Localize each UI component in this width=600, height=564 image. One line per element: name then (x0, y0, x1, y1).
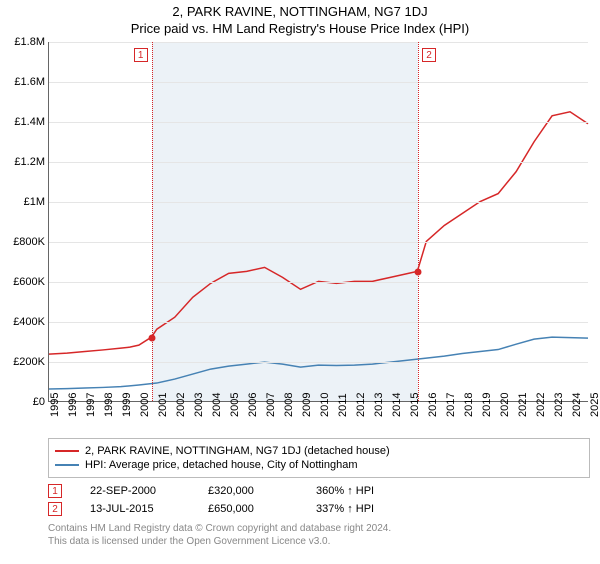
x-axis-label: 2005 (229, 393, 241, 417)
x-axis-label: 2003 (193, 393, 205, 417)
x-axis-label: 1995 (49, 393, 61, 417)
gridline (49, 202, 588, 203)
x-axis-label: 2008 (283, 393, 295, 417)
legend-item: HPI: Average price, detached house, City… (55, 459, 583, 471)
x-axis-label: 2001 (157, 393, 169, 417)
sale-row-marker: 1 (48, 484, 62, 498)
legend-item: 2, PARK RAVINE, NOTTINGHAM, NG7 1DJ (det… (55, 445, 583, 457)
x-axis-label: 1998 (103, 393, 115, 417)
x-axis-label: 2016 (427, 393, 439, 417)
y-axis-label: £600K (1, 276, 45, 288)
chart-footer: 2, PARK RAVINE, NOTTINGHAM, NG7 1DJ (det… (48, 438, 590, 548)
chart-lines-svg (49, 42, 588, 401)
attribution: Contains HM Land Registry data © Crown c… (48, 522, 590, 548)
x-axis-label: 2009 (301, 393, 313, 417)
attribution-line: This data is licensed under the Open Gov… (48, 535, 590, 548)
x-axis-label: 1997 (85, 393, 97, 417)
x-axis-label: 2004 (211, 393, 223, 417)
x-axis-label: 2023 (553, 393, 565, 417)
x-axis-label: 2024 (571, 393, 583, 417)
sale-date: 13-JUL-2015 (90, 503, 180, 515)
sale-row-marker: 2 (48, 502, 62, 516)
y-axis-label: £1.8M (1, 36, 45, 48)
sale-row: 1 22-SEP-2000 £320,000 360% ↑ HPI (48, 484, 590, 498)
chart-plot-area: £0£200K£400K£600K£800K£1M£1.2M£1.4M£1.6M… (48, 42, 588, 402)
sale-vertical-line (152, 42, 153, 401)
legend-swatch (55, 464, 79, 466)
y-axis-label: £0 (1, 396, 45, 408)
gridline (49, 82, 588, 83)
chart-title: 2, PARK RAVINE, NOTTINGHAM, NG7 1DJ (0, 4, 600, 19)
x-axis-label: 2007 (265, 393, 277, 417)
sale-marker-box: 2 (422, 48, 436, 62)
gridline (49, 242, 588, 243)
sale-pct: 360% ↑ HPI (316, 485, 374, 497)
gridline (49, 162, 588, 163)
x-axis-label: 2020 (499, 393, 511, 417)
series-line (49, 112, 588, 354)
sale-marker-box: 1 (134, 48, 148, 62)
x-axis-label: 2017 (445, 393, 457, 417)
sale-vertical-line (418, 42, 419, 401)
y-axis-label: £200K (1, 356, 45, 368)
sale-point (415, 269, 422, 276)
x-axis-label: 2010 (319, 393, 331, 417)
gridline (49, 322, 588, 323)
x-axis-label: 2011 (337, 393, 349, 417)
y-axis-label: £800K (1, 236, 45, 248)
gridline (49, 282, 588, 283)
x-axis-label: 1996 (67, 393, 79, 417)
x-axis-label: 2014 (391, 393, 403, 417)
x-axis-label: 2015 (409, 393, 421, 417)
gridline (49, 42, 588, 43)
legend-label: 2, PARK RAVINE, NOTTINGHAM, NG7 1DJ (det… (85, 445, 390, 457)
legend-box: 2, PARK RAVINE, NOTTINGHAM, NG7 1DJ (det… (48, 438, 590, 478)
x-axis-label: 2022 (535, 393, 547, 417)
x-axis-label: 1999 (121, 393, 133, 417)
x-axis-label: 2006 (247, 393, 259, 417)
sale-pct: 337% ↑ HPI (316, 503, 374, 515)
x-axis-label: 2021 (517, 393, 529, 417)
sale-point (148, 335, 155, 342)
chart-subtitle: Price paid vs. HM Land Registry's House … (0, 21, 600, 36)
gridline (49, 122, 588, 123)
y-axis-label: £1.4M (1, 116, 45, 128)
y-axis-label: £400K (1, 316, 45, 328)
x-axis-label: 2013 (373, 393, 385, 417)
sale-date: 22-SEP-2000 (90, 485, 180, 497)
x-axis-label: 2025 (589, 393, 600, 417)
sales-list: 1 22-SEP-2000 £320,000 360% ↑ HPI 2 13-JUL-20… (48, 484, 590, 516)
sale-price: £650,000 (208, 503, 288, 515)
sale-price: £320,000 (208, 485, 288, 497)
legend-label: HPI: Average price, detached house, City… (85, 459, 358, 471)
gridline (49, 362, 588, 363)
x-axis-label: 2018 (463, 393, 475, 417)
y-axis-label: £1M (1, 196, 45, 208)
x-axis-label: 2019 (481, 393, 493, 417)
x-axis-label: 2002 (175, 393, 187, 417)
y-axis-label: £1.2M (1, 156, 45, 168)
x-axis-label: 2000 (139, 393, 151, 417)
legend-swatch (55, 450, 79, 452)
chart-container: 2, PARK RAVINE, NOTTINGHAM, NG7 1DJ Pric… (0, 4, 600, 564)
sale-row: 2 13-JUL-2015 £650,000 337% ↑ HPI (48, 502, 590, 516)
series-line (49, 337, 588, 389)
y-axis-label: £1.6M (1, 76, 45, 88)
x-axis-label: 2012 (355, 393, 367, 417)
attribution-line: Contains HM Land Registry data © Crown c… (48, 522, 590, 535)
